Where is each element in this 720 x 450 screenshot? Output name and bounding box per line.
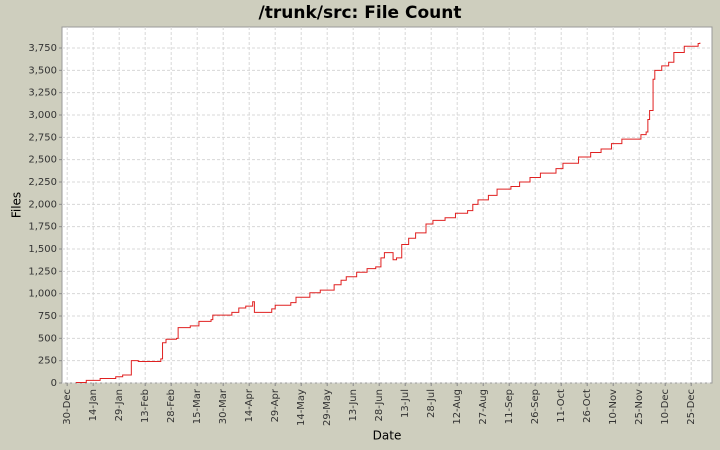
- x-tick-label: 14-Apr: [244, 388, 255, 422]
- y-tick-label: 1,750: [28, 222, 57, 233]
- x-axis-label: Date: [373, 429, 402, 443]
- x-tick-label: 10-Nov: [608, 389, 619, 425]
- y-tick-label: 500: [38, 333, 57, 344]
- x-tick-label: 25-Dec: [686, 389, 697, 425]
- x-tick-label: 13-Jul: [400, 389, 411, 418]
- y-tick-label: 250: [38, 356, 57, 367]
- y-tick-label: 1,250: [28, 266, 57, 277]
- y-tick-label: 750: [38, 311, 57, 322]
- x-tick-label: 26-Sep: [530, 389, 541, 424]
- x-tick-label: 29-Jan: [114, 389, 125, 421]
- x-tick-label: 14-May: [296, 389, 307, 426]
- x-tick-label: 26-Oct: [582, 389, 593, 423]
- x-tick-label: 28-Jul: [426, 389, 437, 418]
- x-tick-label: 28-Jun: [374, 389, 385, 422]
- x-tick-label: 29-May: [322, 389, 333, 426]
- x-tick-label: 10-Dec: [660, 389, 671, 425]
- x-tick-label: 12-Aug: [452, 389, 463, 425]
- x-tick-label: 29-Apr: [270, 388, 281, 422]
- y-tick-label: 3,750: [28, 43, 57, 54]
- x-tick-label: 11-Sep: [504, 389, 515, 424]
- x-tick-label: 14-Jan: [88, 389, 99, 421]
- x-tick-label: 13-Feb: [140, 389, 151, 423]
- x-tick-label: 25-Nov: [634, 389, 645, 425]
- y-tick-label: 2,250: [28, 177, 57, 188]
- x-tick-label: 15-Mar: [192, 388, 203, 424]
- y-tick-label: 1,000: [28, 289, 57, 300]
- data-line: [75, 42, 701, 384]
- y-tick-label: 2,000: [28, 199, 57, 210]
- y-tick-label: 1,500: [28, 244, 57, 255]
- plot-area: [61, 26, 713, 384]
- x-tick-label: 28-Feb: [166, 389, 177, 423]
- x-tick-label: 13-Jun: [348, 389, 359, 422]
- x-tick-label: 11-Oct: [556, 389, 567, 423]
- x-tick-label: 30-Dec: [62, 389, 73, 425]
- x-tick-label: 30-Mar: [218, 388, 229, 424]
- y-tick-label: 3,250: [28, 88, 57, 99]
- y-tick-label: 3,000: [28, 110, 57, 121]
- y-axis-label: Files: [10, 192, 24, 218]
- y-tick-label: 3,500: [28, 65, 57, 76]
- y-tick-label: 2,750: [28, 132, 57, 143]
- x-tick-label: 27-Aug: [478, 389, 489, 425]
- y-tick-label: 2,500: [28, 155, 57, 166]
- chart-title: /trunk/src: File Count: [259, 3, 462, 23]
- y-tick-label: 0: [51, 378, 57, 389]
